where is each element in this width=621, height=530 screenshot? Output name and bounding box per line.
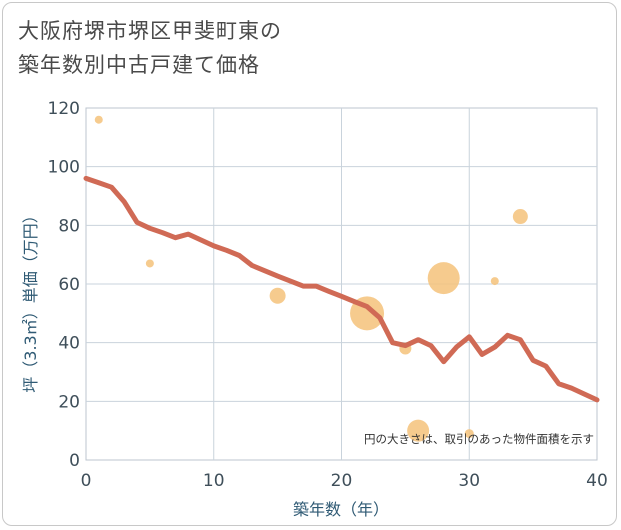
bubble-1 [145,259,154,268]
bubble-7 [464,429,474,439]
y-tick-label-0: 0 [69,451,80,471]
y-tick-label-2: 40 [58,334,80,354]
y-tick-labels: 0 20 40 60 80 100 120 [48,99,80,471]
y-tick-label-1: 20 [58,392,80,412]
bubble-5 [407,419,430,442]
x-tick-label-2: 20 [331,471,353,491]
grid-lines [86,108,597,460]
bubble-size-annotation: 円の大きさは、取引のあった物件面積を示す [364,432,594,446]
average-line-series [83,175,600,403]
x-tick-label-3: 30 [458,471,480,491]
chart-title: 大阪府堺市堺区甲斐町東の 築年数別中古戸建て価格 [18,14,438,82]
y-tick-label-5: 100 [48,158,80,178]
chart-title-line-2: 築年数別中古戸建て価格 [18,53,260,77]
y-tick-label-4: 80 [58,216,80,236]
average-price-line [83,175,600,403]
x-tick-label-1: 10 [203,471,225,491]
x-tick-label-0: 0 [81,471,92,491]
bubble-8 [490,277,499,286]
chart-title-line-1: 大阪府堺市堺区甲斐町東の [18,19,282,43]
x-axis-title: 築年数（年） [293,500,389,519]
y-tick-label-6: 120 [48,99,80,119]
bubble-0 [94,115,103,124]
bubble-2 [269,287,286,304]
y-axis-title: 坪（3.3㎡）単価（万円） [21,207,40,392]
bubble-6 [427,262,460,295]
bubble-9 [512,209,528,225]
x-tick-label-4: 40 [586,471,608,491]
bubble-series [94,115,528,442]
y-tick-label-3: 60 [58,275,80,295]
x-tick-labels: 0 10 20 30 40 [81,471,608,491]
